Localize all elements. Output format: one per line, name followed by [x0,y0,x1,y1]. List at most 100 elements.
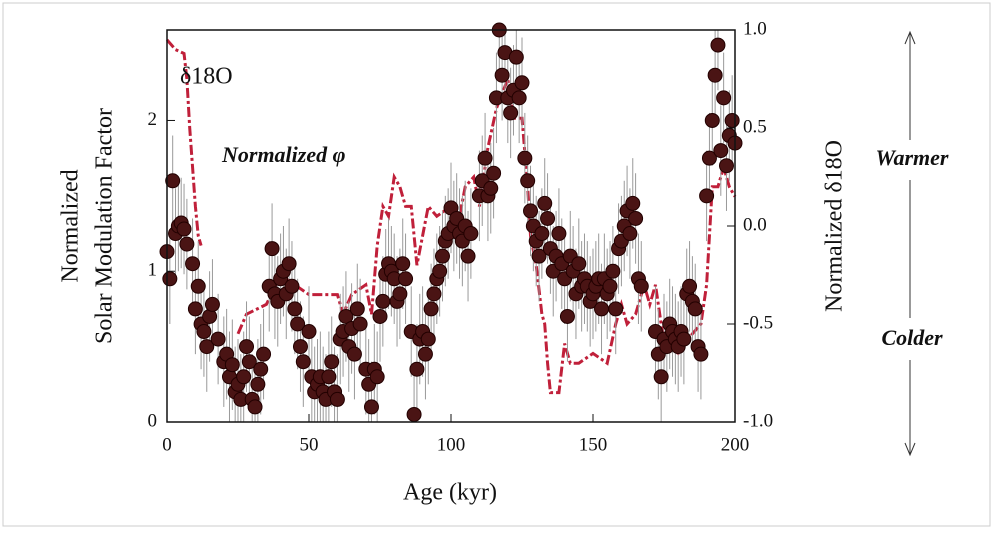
data-point [716,90,732,106]
data-point [420,331,436,347]
data-point [256,346,272,362]
data-point [372,308,388,324]
data-point [395,256,411,272]
data-point [247,399,263,415]
data-point [338,308,354,324]
data-point [406,406,422,422]
data-point [483,180,499,196]
data-point [687,301,703,317]
y-axis-label: Solar Modulation Factor [92,108,118,344]
data-point [432,263,448,279]
data-point [349,301,365,317]
annotation: Colder [881,325,943,350]
data-point [724,112,740,128]
data-point [287,301,303,317]
data-point [210,331,226,347]
data-point [329,391,345,407]
data-point [236,369,252,385]
y-tick-label: 0 [148,410,158,431]
annotation: Warmer [876,145,949,170]
data-point [417,346,433,362]
data-point [241,354,257,370]
data-point [352,316,368,332]
y2-axis-label: Normalized δ18O [822,140,848,312]
series-label: δ18O [180,64,233,90]
y2-tick-label: 0.0 [743,214,767,235]
data-point [224,357,240,373]
y2-tick-label: 0.5 [743,116,767,137]
data-point [165,173,181,189]
x-tick-label: 0 [162,434,172,455]
data-point [676,331,692,347]
data-point [434,248,450,264]
data-point [559,308,575,324]
data-point [511,90,527,106]
y2-tick-label: -0.5 [743,312,773,333]
data-point [494,67,510,83]
data-point [693,346,709,362]
data-point [713,143,729,159]
data-point [514,75,530,91]
data-point [571,256,587,272]
data-point [290,316,306,332]
data-point [284,278,300,294]
y2-tick-label: 1.0 [743,18,767,39]
data-point [253,361,269,377]
data-point [551,226,567,242]
data-point [375,293,391,309]
line [165,38,203,247]
data-point [540,210,556,226]
data-point [187,301,203,317]
data-point [196,324,212,340]
data-point [185,256,201,272]
data-point [292,339,308,355]
data-point [176,221,192,237]
data-point [608,301,624,317]
data-point [324,354,340,370]
data-point [682,278,698,294]
data-point [625,195,641,211]
data-point [503,105,519,121]
figure-border [2,2,991,527]
data-point [531,248,547,264]
data-point [190,278,206,294]
x-tick-label: 150 [579,434,608,455]
data-point [508,49,524,65]
data-point [486,165,502,181]
data-point [718,158,734,174]
data-point [398,271,414,287]
data-point [622,226,638,242]
data-point [523,203,539,219]
data-point [653,369,669,385]
data-point [301,324,317,340]
series-label: Normalized φ [221,142,346,167]
data-point [264,241,280,257]
data-point [239,339,255,355]
x-tick-label: 100 [437,434,466,455]
data-point [517,150,533,166]
data-point [704,112,720,128]
data-point [346,346,362,362]
data-point [423,301,439,317]
data-point [534,226,550,242]
data-point [699,188,715,204]
data-point [537,195,553,211]
data-point [409,361,425,377]
data-point [477,150,493,166]
data-point [701,150,717,166]
y-tick-label: 1 [148,260,158,281]
data-point [199,339,215,355]
data-point [594,301,610,317]
data-point [204,296,220,312]
data-point [602,278,618,294]
data-point [281,256,297,272]
data-point [250,376,266,392]
data-point [426,286,442,302]
data-point [295,354,311,370]
data-point [463,226,479,242]
x-tick-label: 200 [721,434,750,455]
data-point [520,173,536,189]
y-axis-label: Normalized [58,169,84,282]
data-point [369,369,385,385]
